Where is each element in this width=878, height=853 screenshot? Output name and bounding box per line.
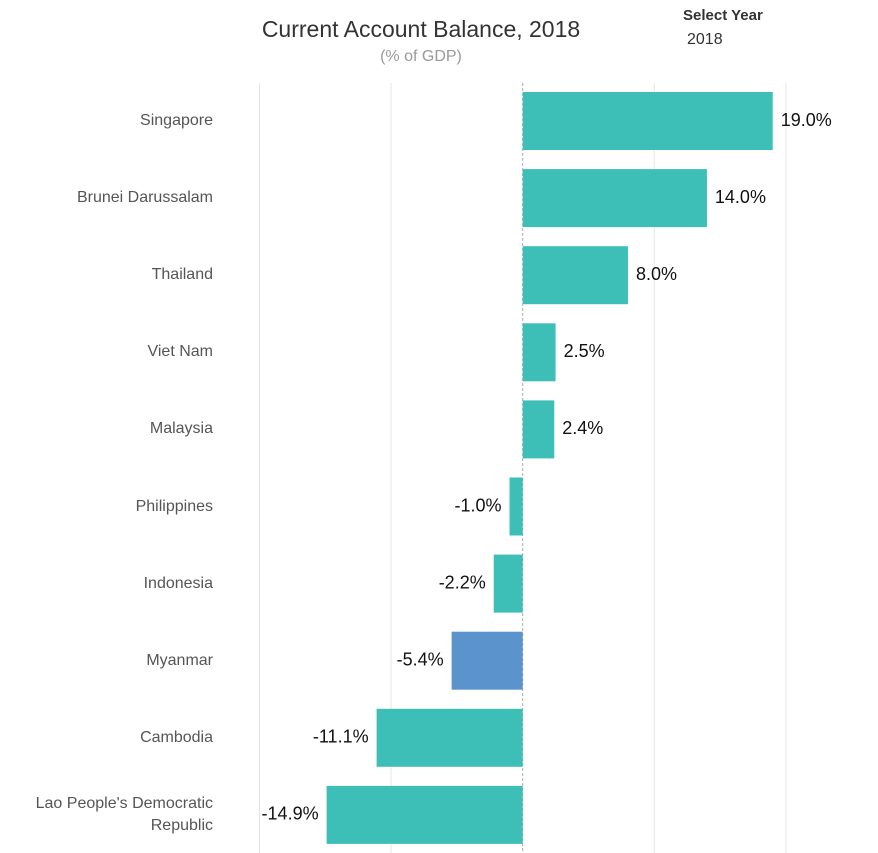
chart-title: Current Account Balance, 2018 xyxy=(262,16,580,42)
category-label: Indonesia xyxy=(143,574,213,592)
category-label: Myanmar xyxy=(146,651,213,669)
data-label: -5.4% xyxy=(397,649,444,669)
filter-label: Select Year xyxy=(683,7,763,24)
data-label: 8.0% xyxy=(636,264,677,284)
chart-subtitle: (% of GDP) xyxy=(380,48,462,65)
bar xyxy=(522,246,628,305)
data-label: 19.0% xyxy=(781,110,832,130)
bar xyxy=(326,785,523,844)
bar xyxy=(493,554,523,613)
data-label: 2.5% xyxy=(564,341,605,361)
data-label: -11.1% xyxy=(313,727,369,747)
category-label: Lao People's Democratic Republic xyxy=(35,794,213,834)
data-label: -2.2% xyxy=(439,572,486,592)
bar xyxy=(522,92,773,150)
data-label: -1.0% xyxy=(454,495,501,515)
category-label: Philippines xyxy=(135,497,213,515)
category-label: Viet Nam xyxy=(147,343,213,361)
filter-value[interactable]: 2018 xyxy=(687,31,723,48)
category-label: Thailand xyxy=(151,266,213,284)
bar xyxy=(509,477,523,536)
bar xyxy=(376,708,523,767)
data-label: 2.4% xyxy=(562,418,603,438)
bar xyxy=(451,631,523,690)
category-label: Malaysia xyxy=(149,420,213,438)
bar xyxy=(522,400,555,459)
bar xyxy=(522,169,707,228)
category-label: Cambodia xyxy=(140,728,213,746)
bar xyxy=(522,323,556,382)
category-label: Singapore xyxy=(140,112,213,129)
category-label: Brunei Darussalam xyxy=(76,189,213,207)
data-label: 14.0% xyxy=(715,187,766,207)
data-label: -14.9% xyxy=(262,804,319,824)
